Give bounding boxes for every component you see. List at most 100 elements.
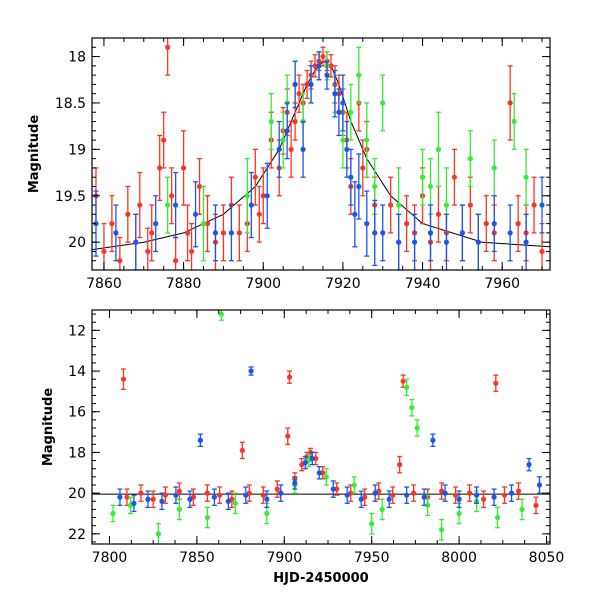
bottom-blue-data-point [278, 490, 284, 496]
top-red-data-point [304, 81, 310, 87]
top-blue-data-point [475, 239, 481, 245]
top-red-data-point [328, 63, 334, 69]
top-red-data-point [169, 193, 175, 199]
bottom-blue-data-point [117, 494, 123, 500]
top-blue-data-point [340, 100, 346, 106]
bottom-x-tick-label: 7950 [354, 550, 390, 566]
top-blue-data-point [427, 230, 434, 236]
top-green-data-point [443, 202, 450, 208]
top-red-data-point [312, 63, 318, 69]
bottom-y-tick-label: 20 [68, 486, 86, 502]
bottom-blue-data-point [430, 437, 436, 443]
bottom-green-data-point [519, 506, 525, 513]
top-red-data-point [252, 174, 258, 180]
bottom-blue-data-point [344, 492, 350, 498]
bottom-red-data-point [162, 492, 169, 498]
bottom-red-data-point [390, 492, 396, 498]
top-red-data-point [531, 202, 537, 208]
bottom-x-axis-title: HJD-2450000 [273, 571, 368, 586]
bottom-blue-data-point [508, 490, 515, 496]
top-green-data-point [244, 193, 250, 199]
top-blue-data-point [276, 146, 282, 152]
bottom-red-data-point [260, 492, 266, 498]
top-red-data-point [360, 165, 366, 171]
bottom-blue-data-point [292, 480, 298, 486]
top-red-data-point [320, 53, 326, 60]
bottom-green-data-point [414, 425, 420, 431]
bottom-blue-data-point [264, 496, 270, 502]
top-blue-data-point [332, 91, 338, 97]
top-red-data-point [117, 258, 123, 264]
top-blue-data-point [316, 63, 322, 69]
top-x-tick-label: 7940 [405, 276, 441, 292]
top-blue-data-point [507, 230, 513, 236]
bottom-red-data-point [138, 490, 144, 496]
bottom-red-data-point [480, 496, 487, 502]
top-green-data-point [364, 137, 370, 143]
bottom-red-data-point [124, 494, 130, 500]
top-red-data-point [236, 230, 242, 236]
bottom-x-tick-label: 8000 [441, 550, 477, 566]
top-y-tick-label: 19.5 [55, 189, 86, 205]
bottom-green-data-point [369, 521, 375, 527]
top-red-data-point [161, 137, 167, 143]
top-green-data-point [372, 183, 378, 190]
top-plot-frame [91, 37, 551, 271]
top-red-data-point [188, 248, 195, 255]
top-blue-data-point [356, 183, 362, 190]
bottom-red-data-point [400, 378, 406, 384]
top-blue-data-point [539, 202, 545, 208]
bottom-blue-data-point [187, 496, 193, 502]
top-blue-data-point [380, 230, 386, 236]
bottom-y-tick-label: 16 [68, 405, 86, 421]
top-red-data-point [137, 202, 143, 208]
bottom-blue-data-point [243, 492, 249, 498]
bottom-blue-data-point [404, 492, 410, 498]
top-red-data-point [507, 100, 513, 106]
top-red-data-point [125, 211, 131, 217]
top-green-data-point [396, 202, 402, 208]
bottom-blue-data-point [442, 490, 448, 496]
top-blue-data-point [459, 230, 465, 236]
top-blue-data-point [228, 230, 234, 236]
top-red-data-point [149, 230, 155, 236]
bottom-green-data-point [379, 506, 385, 513]
top-blue-data-point [153, 221, 159, 227]
top-x-tick-label: 7900 [245, 276, 281, 292]
top-blue-data-point [308, 81, 314, 87]
top-blue-data-point [173, 202, 179, 208]
top-green-data-point [467, 156, 473, 162]
bottom-green-data-point [409, 405, 415, 411]
bottom-blue-data-point [358, 496, 364, 502]
bottom-green-data-point [323, 474, 329, 480]
top-x-tick-label: 7860 [86, 276, 122, 292]
top-red-data-point [539, 248, 545, 255]
top-red-data-point [173, 258, 179, 264]
top-red-data-point [196, 183, 203, 190]
bottom-green-data-point [110, 510, 116, 517]
top-red-data-point [515, 221, 521, 227]
bottom-red-data-point [204, 490, 210, 496]
top-blue-data-point [396, 239, 402, 245]
top-red-data-point [181, 165, 187, 171]
bottom-green-data-point [264, 510, 270, 517]
top-model-curve [92, 60, 550, 251]
top-blue-data-point [372, 230, 378, 236]
top-blue-data-point [192, 211, 199, 217]
top-red-data-point [388, 202, 394, 208]
bottom-y-tick-label: 22 [68, 527, 86, 543]
bottom-red-data-point [411, 490, 417, 496]
bottom-blue-data-point [225, 498, 231, 504]
top-green-data-point [200, 221, 207, 227]
bottom-blue-data-point [197, 437, 203, 443]
bottom-green-data-point [204, 514, 210, 521]
top-green-data-point [435, 146, 442, 152]
bottom-axis-ticks: 7800 7850 7900 7950 8000 8050 12 14 16 18 20 22 [68, 310, 564, 566]
bottom-panel-full-light-curve: 7800 7850 7900 7950 8000 8050 12 14 16 18 20 22 Mag… [41, 309, 564, 586]
top-blue-data-point [292, 81, 298, 87]
bottom-blue-data-point [491, 494, 497, 500]
top-red-data-point [184, 230, 191, 236]
top-green-data-point [419, 174, 426, 180]
bottom-blue-data-point [316, 470, 322, 476]
